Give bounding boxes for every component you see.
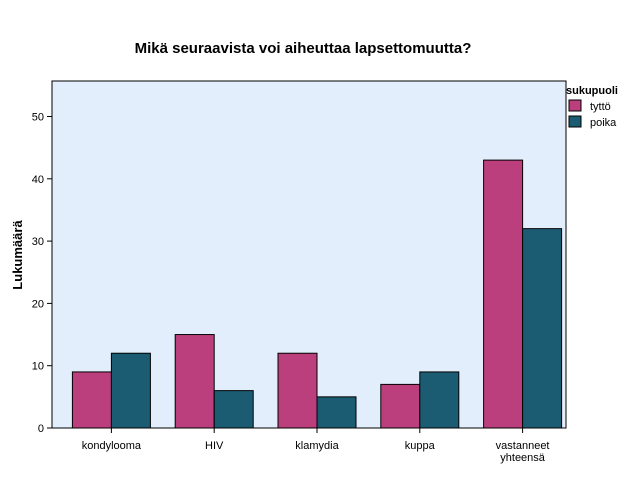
- y-axis: 0 10 20 30 40 50: [32, 112, 52, 435]
- y-axis-title: Lukumäärä: [10, 220, 25, 290]
- bar-series2: [419, 371, 460, 429]
- x-axis: kondylooma HIV klamydia kuppa vastanneet yhte…: [82, 428, 550, 464]
- y-tick-label: 0: [38, 423, 44, 435]
- legend-title: sukupuoli: [566, 85, 618, 97]
- chart-title: Mikä seuraavista voi aiheuttaa lapsettom…: [135, 40, 472, 57]
- x-tick-label: klamydia: [295, 440, 339, 452]
- x-tick-label: kondylooma: [82, 440, 142, 452]
- bar-series1: [71, 371, 112, 429]
- legend-swatch: [568, 115, 582, 128]
- bar-series2: [522, 228, 563, 429]
- bar-series2: [110, 352, 151, 429]
- bars: [71, 159, 563, 429]
- bar-series2: [213, 390, 254, 429]
- bar-series2: [316, 396, 357, 429]
- bar-series1: [483, 159, 524, 429]
- x-tick-label: kuppa: [405, 440, 436, 452]
- legend-swatch: [568, 99, 582, 112]
- bar-series1: [174, 334, 215, 429]
- y-tick-label: 40: [32, 174, 44, 186]
- y-tick-label: 20: [32, 298, 44, 310]
- bar-series1: [380, 383, 421, 429]
- y-tick-label: 50: [32, 112, 44, 124]
- legend: sukupuoli tyttö poika: [566, 85, 618, 129]
- x-tick-label: vastanneet yhteensä: [496, 440, 550, 464]
- x-tick-label: HIV: [205, 440, 224, 452]
- bar-series1: [277, 352, 318, 429]
- y-tick-label: 10: [32, 361, 44, 373]
- legend-label: tyttö: [590, 101, 611, 113]
- legend-label: poika: [590, 117, 617, 129]
- y-tick-label: 30: [32, 236, 44, 248]
